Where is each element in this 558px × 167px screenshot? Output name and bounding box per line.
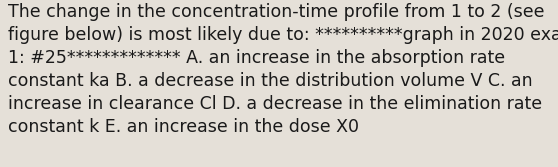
Text: The change in the concentration-time profile from 1 to 2 (see
figure below) is m: The change in the concentration-time pro… [8,3,558,136]
